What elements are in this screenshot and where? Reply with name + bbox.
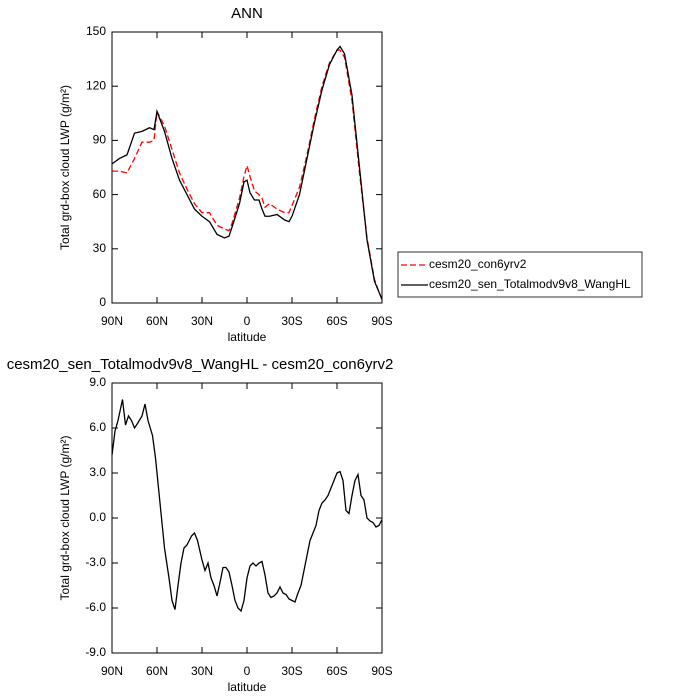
x-tick-label: 90S [371,664,392,678]
y-tick-label: 60 [93,187,107,201]
y-tick-label: 150 [86,24,106,38]
x-tick-label: 90N [101,314,123,328]
x-axis-label: latitude [228,680,267,694]
data-line [111,45,383,300]
y-tick-label: 30 [93,241,107,255]
y-tick-label: -6.0 [85,600,106,614]
x-tick-label: 30N [191,664,213,678]
plot-frame [111,382,383,654]
y-tick-label: 6.0 [89,420,106,434]
x-tick-label: 0 [244,314,251,328]
y-axis-label: Total grd-box cloud LWP (g/m²) [58,85,72,250]
y-tick-label: 0 [99,295,106,309]
legend-label: cesm20_sen_Totalmodv9v8_WangHL [429,277,631,291]
y-tick-label: 120 [86,78,106,92]
x-tick-label: 0 [244,664,251,678]
y-tick-label: 90 [93,133,107,147]
chart-title: cesm20_sen_Totalmodv9v8_WangHL - cesm20_… [7,356,394,373]
x-tick-label: 60N [146,314,168,328]
x-tick-label: 60N [146,664,168,678]
y-tick-label: -9.0 [85,645,106,659]
x-tick-label: 90N [101,664,123,678]
legend-label: cesm20_con6yrv2 [429,257,527,271]
x-tick-label: 30S [281,664,302,678]
y-tick-label: -3.0 [85,555,106,569]
y-tick-label: 0.0 [89,510,106,524]
x-axis-label: latitude [228,330,267,344]
y-axis-label: Total grd-box cloud LWP (g/m²) [58,436,72,601]
y-tick-label: 3.0 [89,465,106,479]
y-tick-label: 9.0 [89,375,106,389]
x-tick-label: 30S [281,314,302,328]
data-line [112,49,383,300]
x-tick-label: 90S [371,314,392,328]
x-tick-label: 60S [326,664,347,678]
plot-frame [111,31,383,304]
x-tick-label: 60S [326,314,347,328]
legend-box [397,251,643,298]
data-line [111,399,383,613]
x-tick-label: 30N [191,314,213,328]
chart-title: ANN [231,5,263,22]
